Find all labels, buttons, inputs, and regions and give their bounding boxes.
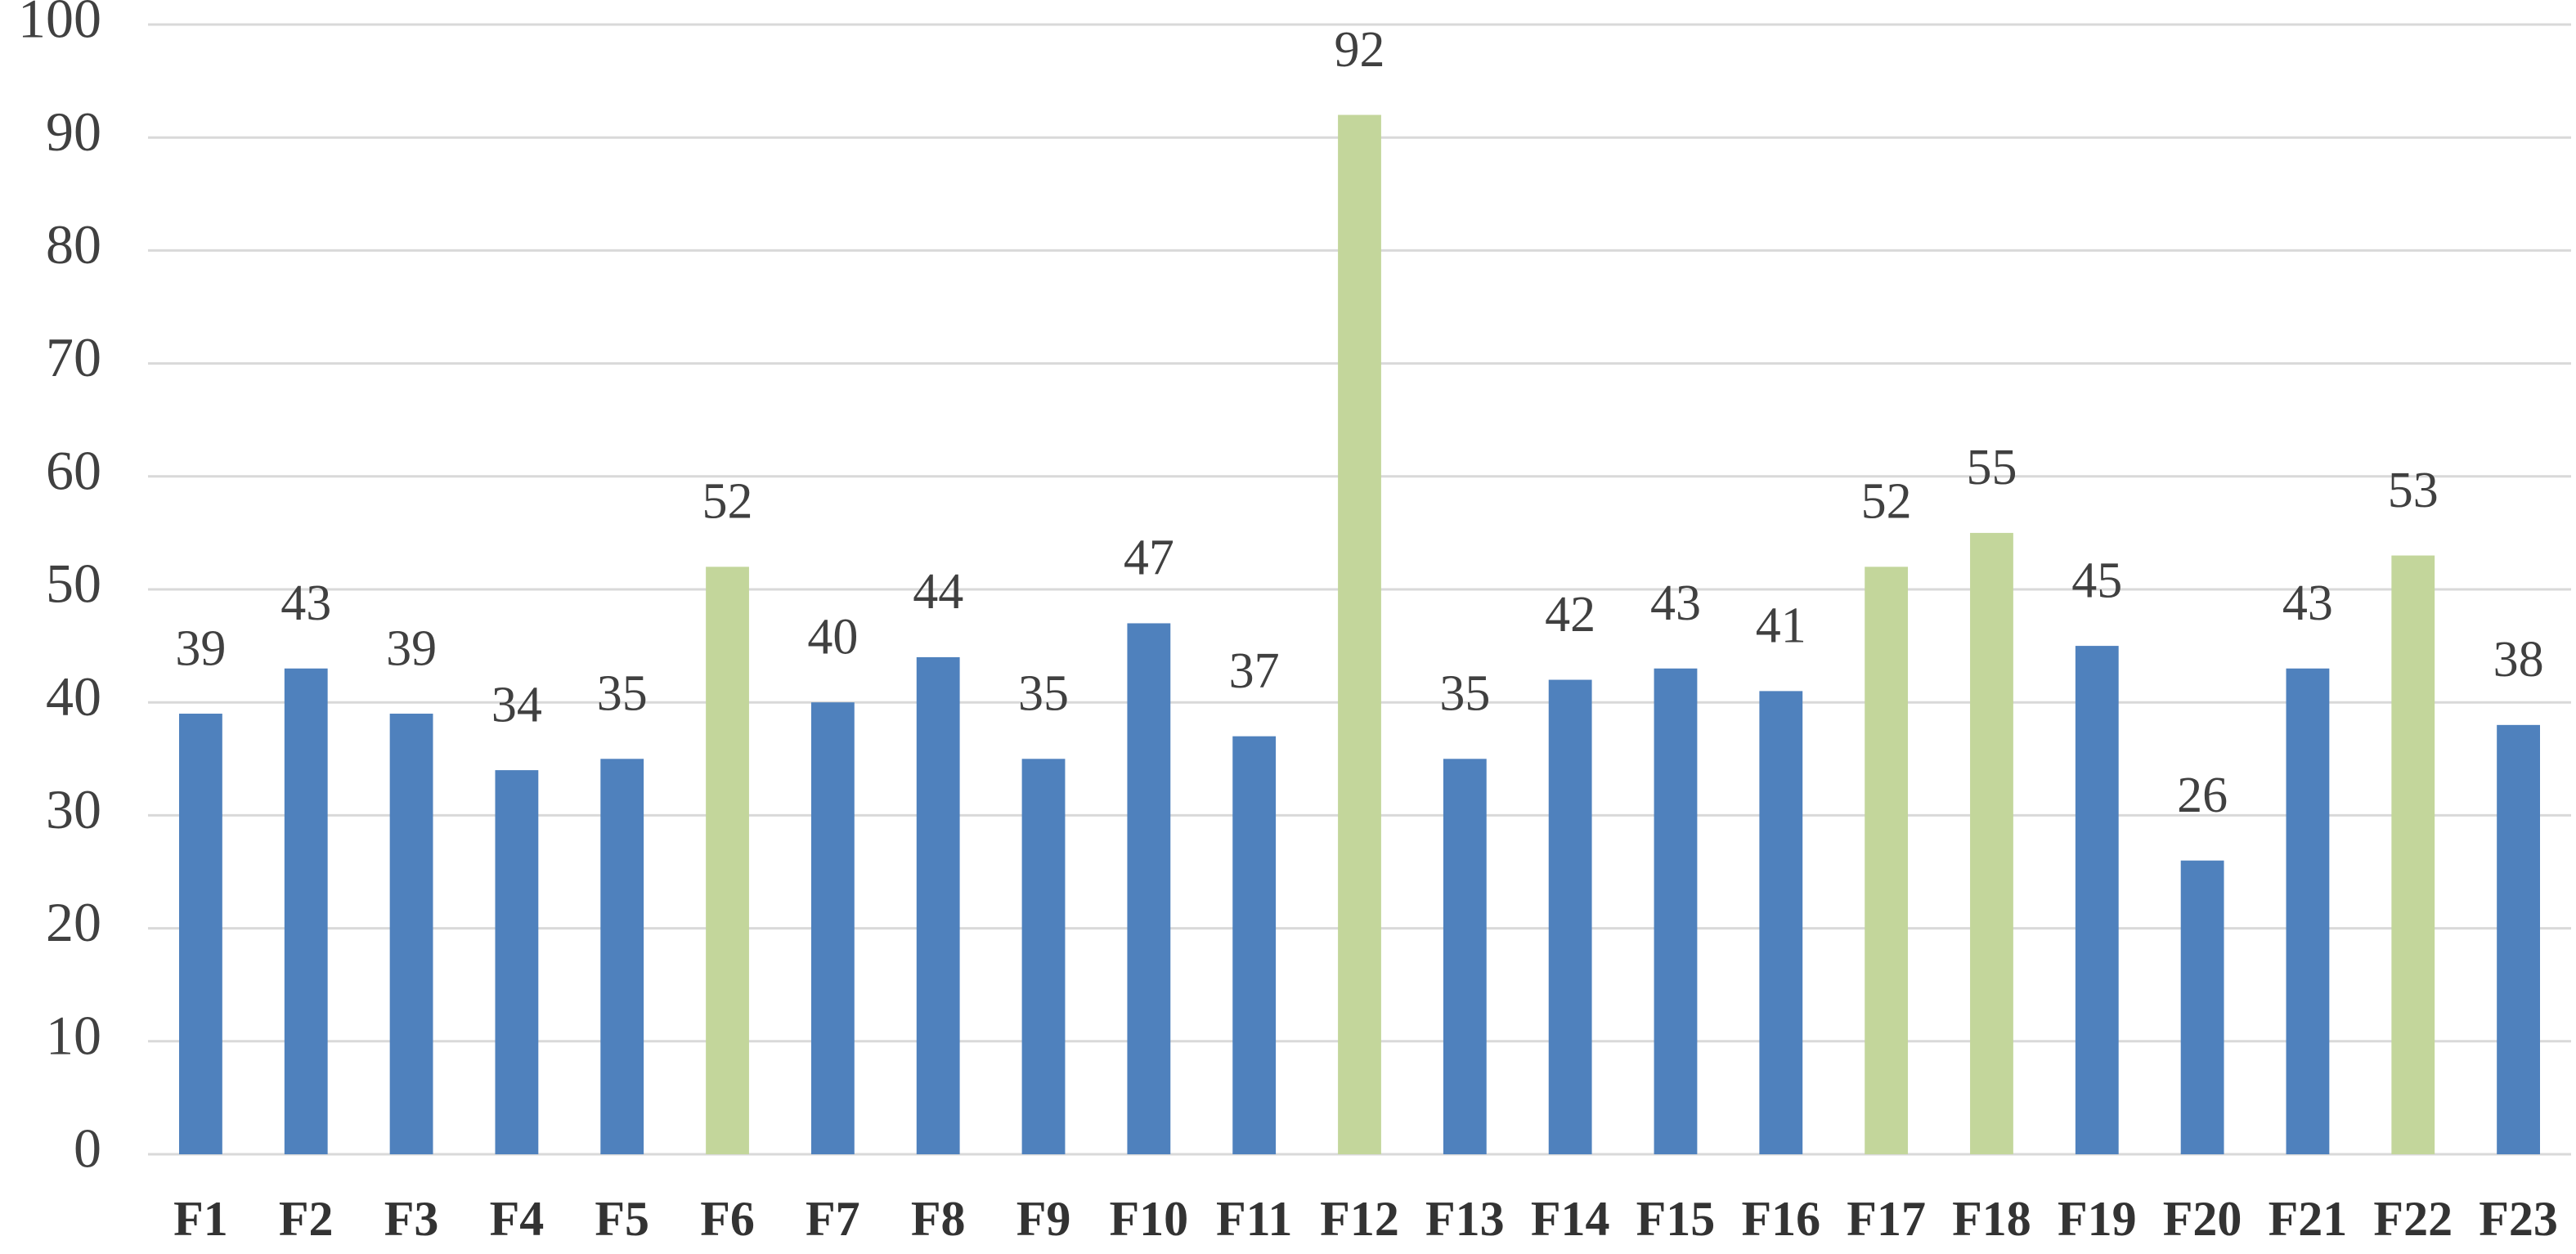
x-tick-label: F2 xyxy=(279,1192,334,1246)
data-label: 52 xyxy=(1861,474,1912,530)
x-tick-label: F10 xyxy=(1110,1192,1189,1246)
x-tick-label: F8 xyxy=(911,1192,966,1246)
bar xyxy=(2075,646,2119,1154)
x-tick-label: F16 xyxy=(1741,1192,1820,1246)
bar xyxy=(1759,691,1803,1154)
y-tick-label: 100 xyxy=(18,0,101,50)
y-tick-label: 80 xyxy=(46,213,101,275)
x-tick-label: F11 xyxy=(1216,1192,1292,1246)
x-tick-label: F21 xyxy=(2269,1192,2348,1246)
y-tick-label: 60 xyxy=(46,439,101,501)
bar xyxy=(1021,759,1066,1154)
y-tick-label: 30 xyxy=(46,778,101,840)
bar xyxy=(916,656,960,1154)
data-label: 43 xyxy=(280,575,331,631)
data-label: 53 xyxy=(2388,463,2439,518)
bar xyxy=(810,702,855,1154)
bar xyxy=(2391,555,2435,1154)
x-tick-label: F22 xyxy=(2373,1192,2453,1246)
y-tick-label: 70 xyxy=(46,326,101,388)
x-tick-label: F23 xyxy=(2479,1192,2558,1246)
data-label: 43 xyxy=(1650,575,1701,631)
x-tick-label: F1 xyxy=(173,1192,228,1246)
data-label: 45 xyxy=(2071,553,2122,608)
data-label: 42 xyxy=(1545,587,1595,643)
bar xyxy=(2286,668,2330,1154)
x-tick-label: F9 xyxy=(1016,1192,1071,1246)
x-tick-label: F7 xyxy=(806,1192,860,1246)
y-tick-label: 10 xyxy=(46,1004,101,1066)
bar xyxy=(706,567,749,1154)
y-tick-label: 40 xyxy=(46,665,101,728)
x-tick-label: F3 xyxy=(384,1192,439,1246)
data-label: 35 xyxy=(1439,666,1490,722)
data-label: 26 xyxy=(2177,768,2228,823)
x-tick-label: F15 xyxy=(1636,1192,1716,1246)
bar xyxy=(495,770,539,1154)
bar xyxy=(1548,679,1592,1154)
bar xyxy=(1865,567,1909,1154)
bar xyxy=(1232,736,1277,1154)
data-label: 43 xyxy=(2282,575,2333,631)
data-label: 34 xyxy=(491,677,542,732)
x-tick-label: F19 xyxy=(2058,1192,2137,1246)
x-tick-label: F13 xyxy=(1425,1192,1505,1246)
bar xyxy=(2180,860,2224,1154)
bar xyxy=(179,714,222,1154)
x-tick-label: F12 xyxy=(1320,1192,1399,1246)
x-tick-label: F4 xyxy=(490,1192,545,1246)
bar xyxy=(389,714,433,1154)
y-tick-label: 90 xyxy=(46,101,101,163)
data-label: 39 xyxy=(175,620,226,676)
data-label: 35 xyxy=(597,666,648,722)
data-label: 37 xyxy=(1229,643,1280,699)
bar xyxy=(2497,724,2540,1154)
x-tick-label: F17 xyxy=(1847,1192,1926,1246)
bar xyxy=(600,759,644,1154)
data-label: 40 xyxy=(807,609,858,665)
data-label: 55 xyxy=(1966,440,2017,495)
bar xyxy=(1338,114,1381,1154)
y-tick-label: 50 xyxy=(46,553,101,615)
data-label: 44 xyxy=(913,564,963,620)
bar xyxy=(284,668,328,1154)
bar xyxy=(1443,759,1487,1154)
x-tick-label: F20 xyxy=(2163,1192,2242,1246)
x-tick-label: F5 xyxy=(595,1192,649,1246)
x-tick-label: F6 xyxy=(700,1192,755,1246)
data-label: 38 xyxy=(2493,632,2544,687)
x-tick-label: F18 xyxy=(1952,1192,2031,1246)
bar xyxy=(1127,623,1171,1154)
data-label: 52 xyxy=(702,474,753,530)
data-label: 35 xyxy=(1018,666,1069,722)
y-tick-label: 20 xyxy=(46,891,101,953)
data-label: 92 xyxy=(1335,22,1385,78)
bar xyxy=(1654,668,1698,1154)
data-label: 47 xyxy=(1124,531,1174,586)
data-label: 39 xyxy=(386,620,437,676)
y-tick-label: 0 xyxy=(74,1117,101,1180)
x-tick-label: F14 xyxy=(1531,1192,1610,1246)
data-label: 41 xyxy=(1756,598,1806,654)
bar xyxy=(1970,532,2013,1154)
